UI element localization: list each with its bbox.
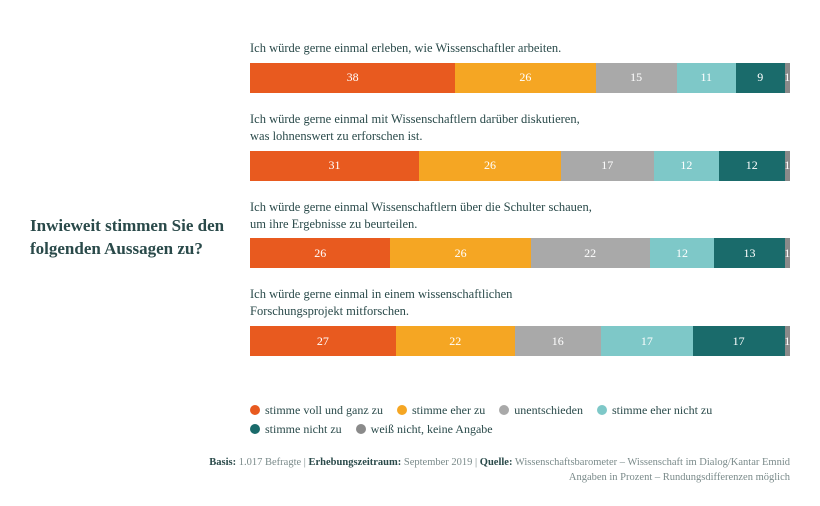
legend-item-nicht_zu: stimme nicht zu (250, 422, 342, 437)
bar-label: Ich würde gerne einmal erleben, wie Wiss… (250, 40, 790, 57)
bar-segment-nicht_zu: 17 (693, 326, 785, 356)
bar-group: Ich würde gerne einmal in einem wissensc… (250, 286, 790, 356)
bar-label: Ich würde gerne einmal Wissenschaftlern … (250, 199, 790, 233)
legend-item-unentschieden: unentschieden (499, 403, 583, 418)
quelle-value: Wissenschaftsbarometer – Wissenschaft im… (515, 457, 790, 468)
footer: Basis: 1.017 Befragte | Erhebungszeitrau… (30, 455, 790, 487)
bar-group: Ich würde gerne einmal mit Wissenschaftl… (250, 111, 790, 181)
bar-segment-eher_zu: 22 (396, 326, 515, 356)
bar-segment-unentschieden: 22 (531, 238, 650, 268)
stacked-bar: 31261712121 (250, 151, 790, 181)
bar-segment-unentschieden: 17 (561, 151, 654, 181)
bar-segment-eher_nicht_zu: 17 (601, 326, 693, 356)
bar-segment-eher_zu: 26 (419, 151, 561, 181)
legend-item-voll_zu: stimme voll und ganz zu (250, 403, 383, 418)
bar-segment-unentschieden: 16 (515, 326, 601, 356)
bar-segment-weiss_nicht: 1 (785, 238, 790, 268)
bar-segment-voll_zu: 27 (250, 326, 396, 356)
legend-swatch (597, 405, 607, 415)
chart-question: Inwieweit stimmen Sie den folgenden Auss… (30, 215, 240, 261)
bar-segment-eher_nicht_zu: 12 (654, 151, 719, 181)
stacked-bar: 26262212131 (250, 238, 790, 268)
erhebung-label: Erhebungszeitraum: (309, 457, 402, 468)
legend-label: stimme nicht zu (265, 422, 342, 437)
bar-group: Ich würde gerne einmal erleben, wie Wiss… (250, 40, 790, 93)
bar-segment-unentschieden: 15 (596, 63, 677, 93)
legend-swatch (356, 424, 366, 434)
legend: stimme voll und ganz zu stimme eher zu une… (250, 403, 790, 437)
legend-swatch (397, 405, 407, 415)
legend-swatch (250, 405, 260, 415)
bar-group: Ich würde gerne einmal Wissenschaftlern … (250, 199, 790, 269)
legend-label: stimme voll und ganz zu (265, 403, 383, 418)
legend-label: stimme eher nicht zu (612, 403, 712, 418)
legend-swatch (499, 405, 509, 415)
bar-label: Ich würde gerne einmal in einem wissensc… (250, 286, 790, 320)
bar-segment-voll_zu: 31 (250, 151, 419, 181)
bar-segment-voll_zu: 26 (250, 238, 390, 268)
bar-segment-eher_nicht_zu: 12 (650, 238, 715, 268)
bar-segment-weiss_nicht: 1 (785, 151, 790, 181)
bar-segment-nicht_zu: 13 (714, 238, 784, 268)
basis-label: Basis: (209, 457, 236, 468)
bar-segment-weiss_nicht: 1 (785, 63, 790, 93)
stacked-bar: 3826151191 (250, 63, 790, 93)
legend-label: stimme eher zu (412, 403, 485, 418)
bar-segment-weiss_nicht: 1 (785, 326, 790, 356)
stacked-bar: 27221617171 (250, 326, 790, 356)
bars-column: Ich würde gerne einmal erleben, wie Wiss… (250, 40, 790, 387)
footer-note: Angaben in Prozent – Rundungsdifferenzen… (30, 470, 790, 486)
bar-segment-nicht_zu: 12 (719, 151, 784, 181)
erhebung-value: September 2019 (404, 457, 473, 468)
footer-line-1: Basis: 1.017 Befragte | Erhebungszeitrau… (30, 455, 790, 471)
bar-segment-eher_zu: 26 (390, 238, 530, 268)
legend-item-weiss_nicht: weiß nicht, keine Angabe (356, 422, 493, 437)
legend-label: weiß nicht, keine Angabe (371, 422, 493, 437)
basis-value: 1.017 Befragte (239, 457, 301, 468)
legend-label: unentschieden (514, 403, 583, 418)
bar-segment-eher_nicht_zu: 11 (677, 63, 736, 93)
legend-item-eher_zu: stimme eher zu (397, 403, 485, 418)
quelle-label: Quelle: (480, 457, 513, 468)
legend-swatch (250, 424, 260, 434)
legend-item-eher_nicht_zu: stimme eher nicht zu (597, 403, 712, 418)
bar-segment-voll_zu: 38 (250, 63, 455, 93)
bar-segment-eher_zu: 26 (455, 63, 595, 93)
bar-segment-nicht_zu: 9 (736, 63, 785, 93)
bar-label: Ich würde gerne einmal mit Wissenschaftl… (250, 111, 790, 145)
question-column: Inwieweit stimmen Sie den folgenden Auss… (30, 40, 240, 387)
